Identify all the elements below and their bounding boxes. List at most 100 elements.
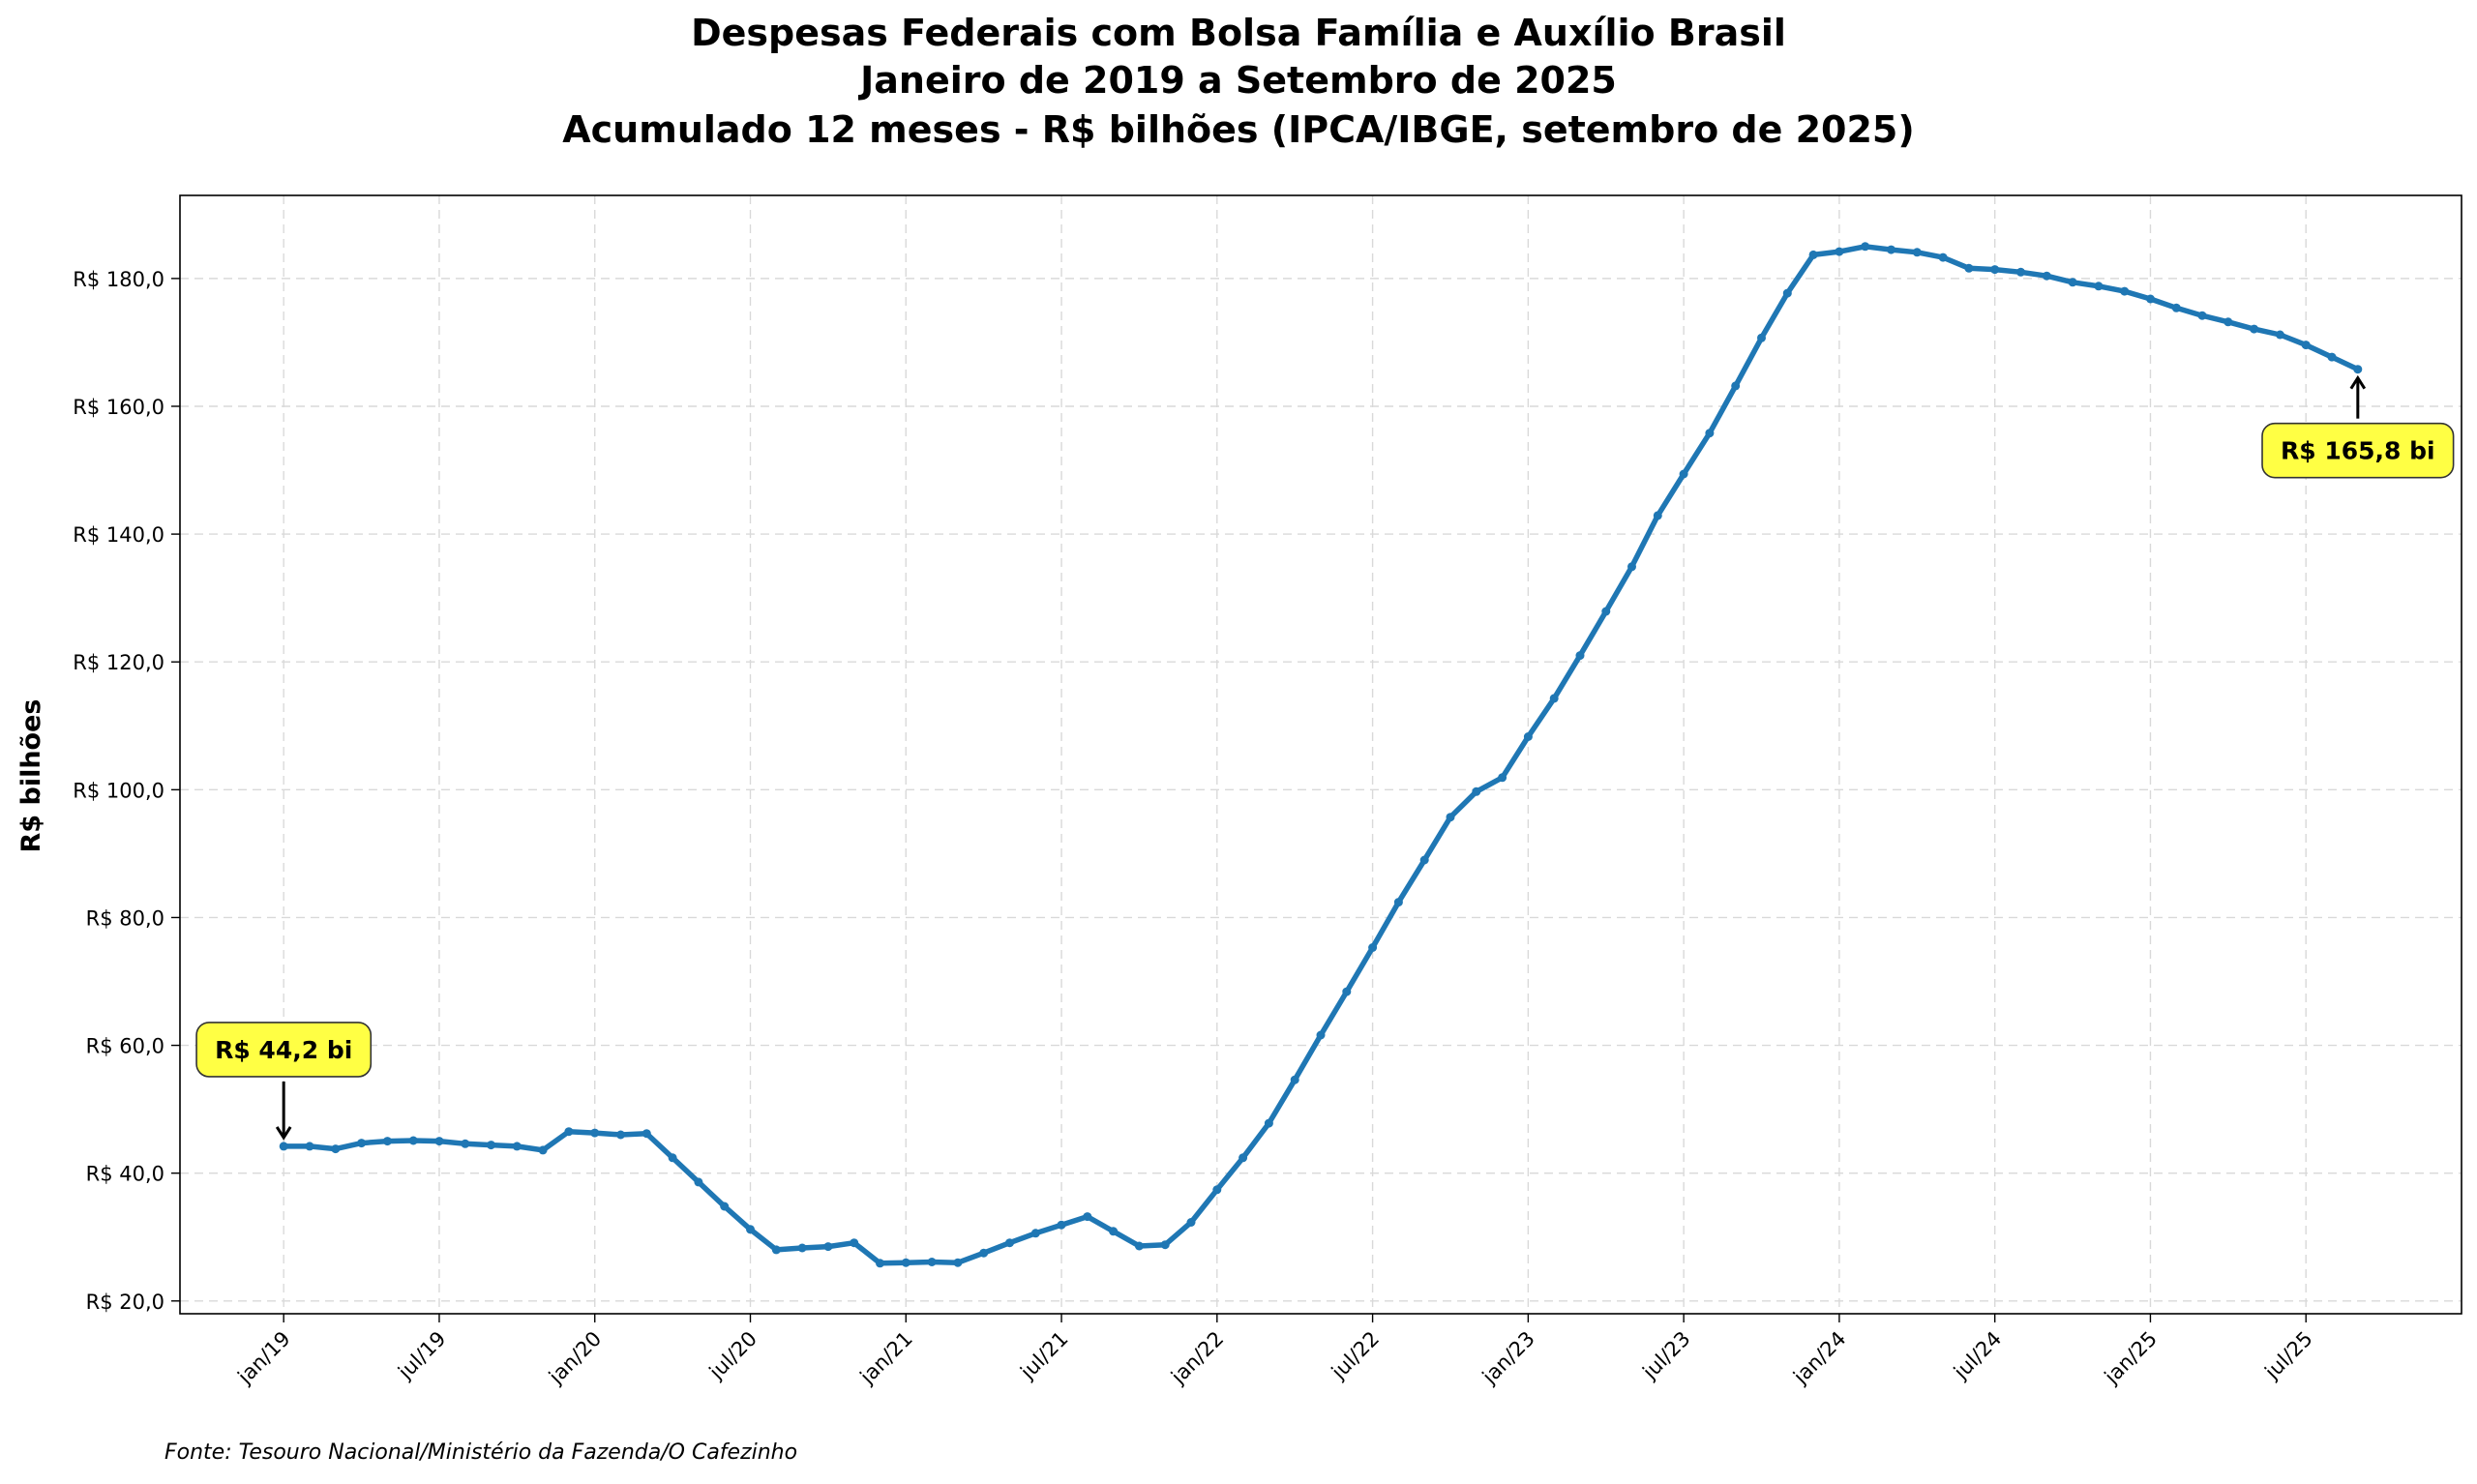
data-point bbox=[1316, 1030, 1326, 1040]
data-point bbox=[2223, 317, 2233, 327]
data-point bbox=[1757, 333, 1766, 342]
points-layer bbox=[279, 242, 2363, 1268]
data-point bbox=[1368, 943, 1378, 952]
data-point bbox=[1160, 1240, 1170, 1250]
y-axis-label: R$ bilhões bbox=[16, 699, 46, 853]
data-point bbox=[1990, 265, 2000, 275]
data-point bbox=[1679, 469, 1688, 479]
x-tick-label: jan/24 bbox=[1788, 1327, 1850, 1389]
y-tick-label: R$ 120,0 bbox=[73, 651, 164, 674]
data-point bbox=[1627, 562, 1636, 572]
annotation-label: R$ 44,2 bi bbox=[215, 1036, 352, 1064]
data-point bbox=[1861, 242, 1870, 252]
data-point bbox=[1109, 1227, 1119, 1236]
y-tick-label: R$ 60,0 bbox=[86, 1035, 164, 1058]
y-tick-label: R$ 80,0 bbox=[86, 906, 164, 930]
data-point bbox=[642, 1129, 651, 1139]
data-point bbox=[979, 1248, 989, 1258]
data-point bbox=[2301, 341, 2311, 350]
x-tick-label: jul/20 bbox=[704, 1327, 761, 1384]
data-point bbox=[1498, 773, 1507, 783]
data-point bbox=[590, 1128, 600, 1138]
data-point bbox=[382, 1137, 392, 1146]
x-tick-label: jan/19 bbox=[233, 1327, 295, 1389]
data-point bbox=[461, 1139, 470, 1148]
y-tick-label: R$ 40,0 bbox=[86, 1163, 164, 1186]
annotation: R$ 165,8 bi bbox=[2261, 374, 2455, 479]
data-point bbox=[616, 1130, 625, 1140]
data-point bbox=[823, 1242, 833, 1252]
data-point bbox=[2250, 324, 2259, 334]
data-point bbox=[2353, 365, 2363, 374]
data-point bbox=[279, 1142, 288, 1151]
data-point bbox=[1938, 252, 1948, 262]
x-tick-label: jul/24 bbox=[1949, 1327, 2006, 1384]
chart-title-line-2: Janeiro de 2019 a Setembro de 2025 bbox=[857, 59, 1617, 102]
data-point bbox=[771, 1245, 781, 1255]
annotation-arrowhead bbox=[275, 1126, 292, 1141]
data-point bbox=[1653, 511, 1662, 520]
data-point bbox=[1887, 245, 1895, 254]
y-tick-label: R$ 180,0 bbox=[73, 268, 164, 291]
data-point bbox=[850, 1238, 859, 1248]
data-point bbox=[1083, 1212, 1092, 1222]
x-tick-label: jul/22 bbox=[1327, 1327, 1384, 1384]
annotation-arrowhead bbox=[2349, 374, 2367, 390]
data-point bbox=[487, 1141, 495, 1150]
data-point bbox=[1964, 263, 1974, 273]
x-axis: jan/19 jul/19 jan/20 jul/20 jan/21 jul/21 jan/… bbox=[233, 1314, 2317, 1389]
data-point bbox=[1731, 381, 1741, 391]
data-point bbox=[1601, 607, 1611, 616]
annotations: R$ 44,2 bi R$ 165,8 bi bbox=[195, 374, 2455, 1141]
data-point bbox=[1030, 1229, 1040, 1238]
x-tick-label: jan/20 bbox=[544, 1327, 606, 1389]
data-point bbox=[2171, 303, 2181, 312]
x-tick-label: jan/25 bbox=[2100, 1327, 2162, 1389]
data-point bbox=[1472, 787, 1481, 796]
data-point bbox=[1549, 694, 1559, 703]
data-point bbox=[331, 1144, 341, 1154]
x-tick-label: jan/21 bbox=[855, 1327, 917, 1389]
data-point bbox=[694, 1177, 703, 1187]
data-point bbox=[2275, 330, 2284, 340]
data-point bbox=[1057, 1220, 1066, 1230]
x-tick-label: jan/22 bbox=[1166, 1327, 1228, 1389]
data-point bbox=[797, 1243, 807, 1253]
y-tick-label: R$ 140,0 bbox=[73, 523, 164, 547]
data-point bbox=[538, 1145, 548, 1155]
grid bbox=[180, 195, 2462, 1314]
data-point bbox=[1290, 1075, 1299, 1084]
data-point bbox=[953, 1258, 963, 1267]
data-point bbox=[408, 1136, 418, 1145]
annotation-box bbox=[2261, 422, 2455, 479]
plot-frame bbox=[179, 194, 2462, 1315]
data-point bbox=[876, 1259, 884, 1268]
data-point bbox=[2327, 352, 2337, 362]
data-point bbox=[1393, 898, 1403, 907]
y-tick-label: R$ 100,0 bbox=[73, 779, 164, 802]
x-tick-label: jan/23 bbox=[1477, 1327, 1539, 1389]
data-point bbox=[1705, 429, 1715, 438]
data-point bbox=[2042, 271, 2051, 281]
data-point bbox=[2068, 278, 2077, 287]
data-point bbox=[1005, 1238, 1014, 1248]
y-axis: R$ 20,0 R$ 40,0 R$ 60,0 R$ 80,0 R$ 100,0 R$ 1… bbox=[73, 268, 180, 1314]
data-point bbox=[720, 1202, 730, 1211]
data-point bbox=[305, 1142, 314, 1151]
chart-title-line-3: Acumulado 12 meses - R$ bilhões (IPCA/IB… bbox=[562, 108, 1915, 151]
x-tick-label: jul/25 bbox=[2260, 1327, 2317, 1384]
data-point bbox=[357, 1139, 367, 1148]
data-point bbox=[1575, 651, 1585, 661]
data-point bbox=[1523, 732, 1533, 741]
data-point bbox=[1186, 1218, 1196, 1227]
data-point bbox=[1342, 987, 1352, 996]
data-point bbox=[564, 1127, 574, 1137]
data-point bbox=[2120, 286, 2130, 296]
data-point bbox=[1835, 247, 1844, 256]
source-note: Fonte: Tesouro Nacional/Ministério da Fa… bbox=[164, 1440, 797, 1465]
x-tick-label: jul/19 bbox=[393, 1327, 450, 1384]
data-point bbox=[1264, 1118, 1273, 1128]
data-point bbox=[512, 1142, 522, 1151]
x-tick-label: jul/23 bbox=[1637, 1327, 1694, 1384]
y-tick-label: R$ 160,0 bbox=[73, 396, 164, 419]
